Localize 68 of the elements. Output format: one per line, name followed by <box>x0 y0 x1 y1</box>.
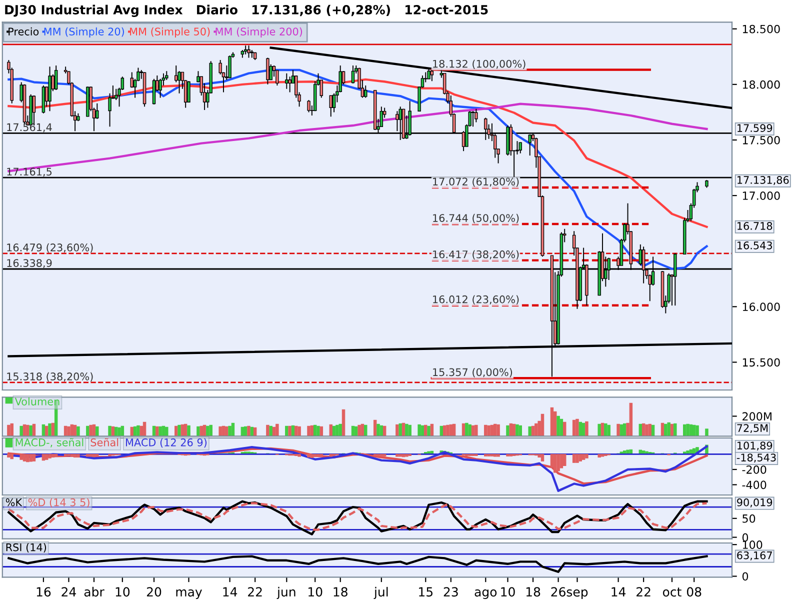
ref-line-label: 16.338,9 <box>7 259 52 268</box>
y-tick-label: 17.000 <box>742 192 780 200</box>
x-tick-label: 10 <box>308 587 322 597</box>
x-tick-label: 14 <box>223 587 238 596</box>
x-tick-label: 18 <box>334 587 348 597</box>
ref-line-label: 15.318 (38,20%) <box>7 372 93 382</box>
ref-line-label: 17.161,5 <box>7 168 52 177</box>
x-tick-label: sep <box>566 589 588 600</box>
annotation: 90,019 <box>737 498 772 508</box>
data-label: 16.012 (23,60%) <box>433 295 519 305</box>
x-tick-label: 14 <box>612 587 626 596</box>
x-tick-label: 16 <box>36 587 51 597</box>
x-tick-label: jul <box>374 586 388 600</box>
x-tick-label: 22 <box>636 587 650 596</box>
x-tick-label: may <box>176 589 202 600</box>
ref-line-label: 17.561,4 <box>7 123 52 132</box>
x-tick-label: 15 <box>419 587 432 597</box>
x-tick-label: 18 <box>526 587 540 597</box>
y-tick-label: 50 <box>742 514 756 523</box>
x-tick-label: ago <box>474 589 497 600</box>
data-label: 18.132 (100,00%) <box>433 60 526 69</box>
annotation: 72,5M <box>737 424 768 434</box>
y-tick-label: -400 <box>742 480 766 490</box>
y-tick-label: 17.500 <box>742 136 780 144</box>
legend-label: MM (Simple 20) <box>44 27 124 38</box>
annotation: 16.718 <box>738 222 772 230</box>
series-label: %K <box>6 498 22 506</box>
x-tick-label: 23 <box>444 587 458 597</box>
annotation: 16.543 <box>738 241 772 250</box>
legend-label: MM (Simple 200) <box>216 27 302 38</box>
y-tick-label: 200M <box>742 412 772 421</box>
chart-title: DJ30 Industrial Avg Index Diario 17.131,86 (+0,28%) 12-oct-2015 <box>5 4 488 17</box>
y-tick-label: 18.000 <box>742 80 780 89</box>
y-tick-label: 16.000 <box>742 302 780 312</box>
x-tick-label: abr <box>84 586 104 597</box>
y-tick-label: -200 <box>742 465 766 474</box>
ref-line-label: 16.479 (23,60%) <box>7 243 93 253</box>
annotation: 101,89 <box>738 442 772 451</box>
data-label: 16.417 (38,20%) <box>433 250 519 260</box>
legend-label: Volumen <box>14 397 60 406</box>
data-label: 15.357 (0,00%) <box>433 368 512 378</box>
x-tick-label: 08 <box>686 587 702 597</box>
series-label: MACD (12 26 9) <box>126 438 207 448</box>
annotation: 17.599 <box>738 124 772 132</box>
annotation: -18,543 <box>736 454 776 463</box>
series-label: %D (14 3 5) <box>28 498 90 508</box>
x-tick-label: 10 <box>501 587 515 597</box>
x-tick-label: oct <box>662 588 682 597</box>
x-tick-label: 22 <box>248 587 262 596</box>
legend-label: Precio <box>8 27 39 36</box>
legend-label: MM (Simple 50) <box>130 27 210 38</box>
y-tick-label: 18.500 <box>742 24 780 34</box>
x-tick-label: 10 <box>116 587 130 597</box>
y-tick-label: 0 <box>742 533 748 542</box>
y-tick-label: 15.500 <box>742 358 780 367</box>
annotation: 17.131,86 <box>738 176 789 185</box>
data-label: 17.072 (61,80%) <box>433 177 519 187</box>
annotation: 63,167 <box>737 551 772 560</box>
series-label: RSI (14) <box>6 543 46 552</box>
series-label: Señal <box>90 438 118 446</box>
legend-label: MACD-, señal <box>16 438 84 448</box>
x-tick-label: 20 <box>146 587 162 597</box>
x-tick-label: 26 <box>551 587 566 597</box>
x-tick-label: jun <box>276 586 296 600</box>
y-tick-label: 0 <box>742 572 748 581</box>
x-tick-label: 24 <box>62 587 76 596</box>
data-label: 16.744 (50,00%) <box>433 214 519 224</box>
y-tick-label: 100 <box>742 540 762 549</box>
